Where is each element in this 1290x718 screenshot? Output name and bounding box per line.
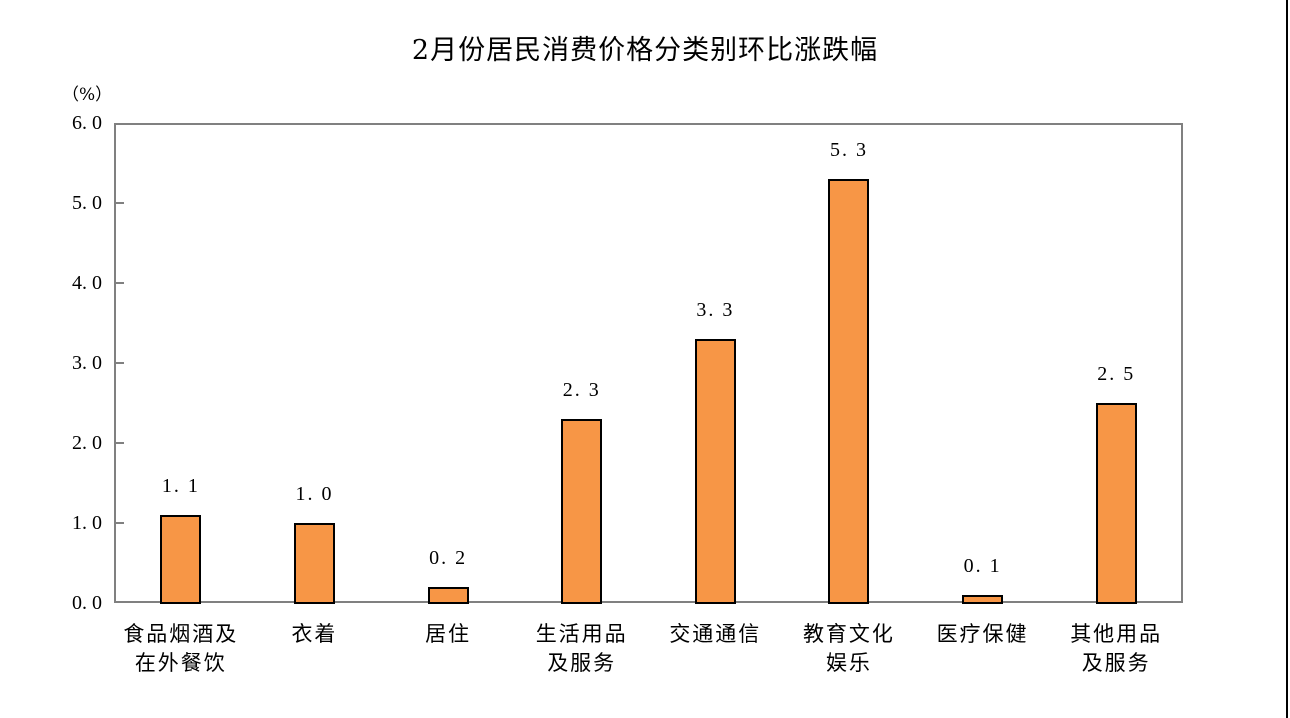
x-category-label: 其他用品 及服务 [1070,622,1163,675]
chart-title: 2月份居民消费价格分类别环比涨跌幅 [411,35,879,66]
bar-value-label: 5. 3 [829,139,868,161]
y-tick-mark [116,202,124,204]
y-axis-unit-label: （%） [62,85,113,105]
y-tick-label: 2. 0 [72,432,102,454]
y-tick-mark [116,362,124,364]
x-category-label: 教育文化 娱乐 [802,622,895,675]
x-category-label: 居住 [425,622,472,646]
bar [561,419,603,604]
y-tick-label: 3. 0 [72,352,102,374]
x-category-label: 医疗保健 [936,622,1029,646]
bar-value-label: 0. 1 [963,555,1002,577]
y-tick-label: 5. 0 [72,192,102,214]
bar [427,587,469,604]
y-tick-label: 0. 0 [72,592,102,614]
bar-value-label: 2. 3 [562,379,601,401]
y-tick-mark [116,282,124,284]
y-tick-label: 6. 0 [72,112,102,134]
x-category-label: 生活用品 及服务 [535,622,628,675]
bar-value-label: 0. 2 [429,547,468,569]
bar-value-label: 3. 3 [696,299,735,321]
bar-value-label: 1. 0 [295,483,334,505]
y-tick-label: 1. 0 [72,512,102,534]
y-tick-mark [116,522,124,524]
x-category-label: 交通通信 [669,622,762,646]
y-tick-label: 4. 0 [72,272,102,294]
frame-edge-line [1286,0,1288,718]
bar [293,523,335,604]
bar [160,515,202,604]
y-tick-mark [116,442,124,444]
x-category-label: 食品烟酒及 在外餐饮 [123,622,239,675]
bar-value-label: 2. 5 [1097,363,1136,385]
plot-area [114,123,1183,603]
bar [828,179,870,604]
bar [694,339,736,604]
bar-value-label: 1. 1 [161,475,200,497]
bar [962,595,1004,604]
x-category-label: 衣着 [291,622,338,646]
bar [1095,403,1137,604]
